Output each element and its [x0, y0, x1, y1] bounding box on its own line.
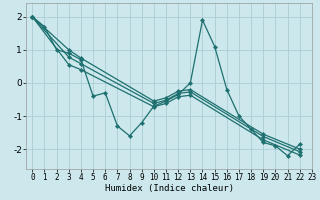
X-axis label: Humidex (Indice chaleur): Humidex (Indice chaleur) [105, 184, 234, 193]
